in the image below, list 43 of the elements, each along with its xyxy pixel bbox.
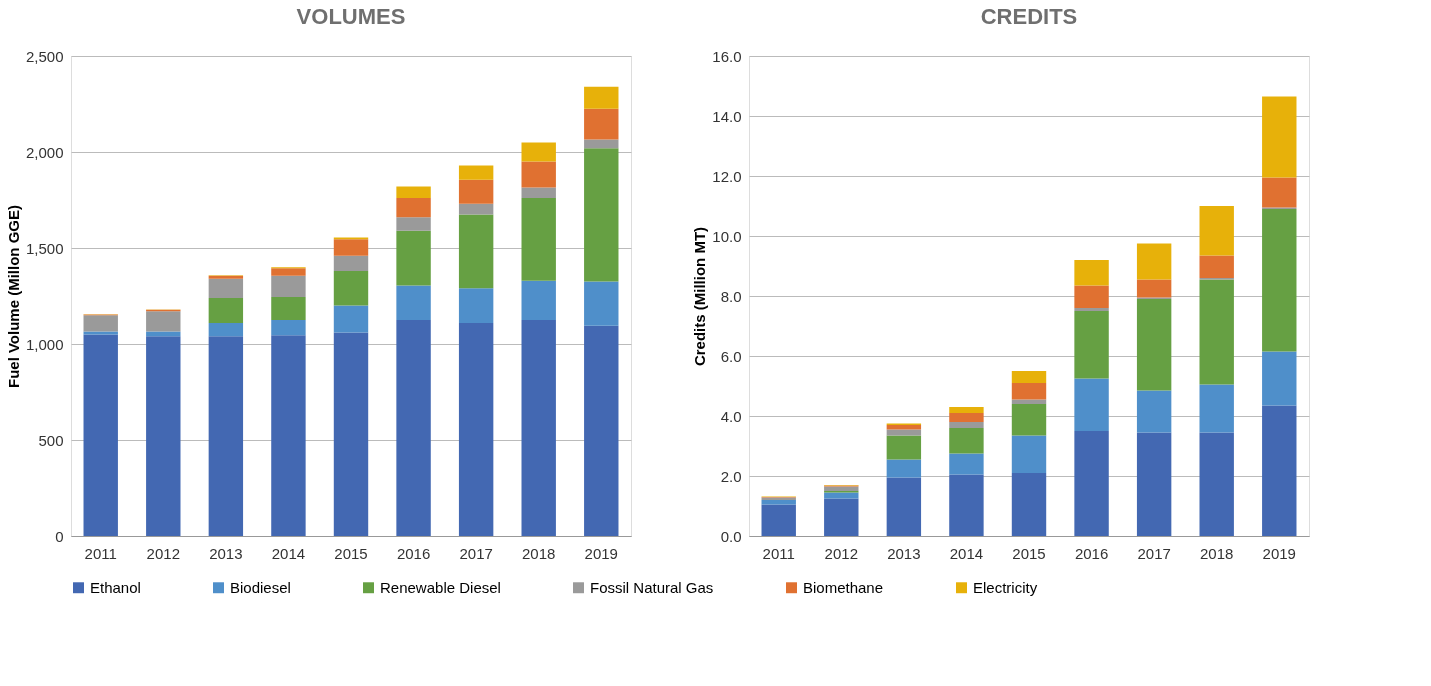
x-tick-label: 2016 [1074, 544, 1109, 562]
legend-label: Electricity [973, 578, 1038, 596]
x-tick-label: 2017 [1137, 544, 1171, 562]
y-tick-label: 8.0 [720, 287, 742, 305]
x-tick-label: 2013 [887, 544, 921, 562]
legend-label: Renewable Diesel [380, 578, 501, 596]
chart-title: CREDITS [980, 4, 1078, 29]
legend-label: Fossil Natural Gas [590, 578, 714, 596]
y-tick-label: 1,000 [25, 335, 64, 353]
y-tick-label: 0.0 [720, 527, 742, 545]
y-tick-label: 0 [55, 527, 64, 545]
y-tick-label: 14.0 [712, 107, 742, 125]
y-tick-label: 6.0 [720, 347, 742, 365]
x-tick-label: 2016 [396, 544, 431, 562]
y-tick-label: 12.0 [712, 167, 742, 185]
x-tick-label: 2014 [271, 544, 306, 562]
x-tick-label: 2014 [949, 544, 984, 562]
y-axis-title: Fuel Volume (Millon GGE) [4, 204, 22, 389]
y-tick-label: 2.0 [720, 467, 742, 485]
y-tick-label: 500 [38, 431, 64, 449]
y-tick-label: 1,500 [25, 239, 64, 257]
legend-label: Biodiesel [230, 578, 291, 596]
x-tick-label: 2018 [522, 544, 556, 562]
y-tick-label: 16.0 [712, 47, 742, 65]
y-tick-label: 10.0 [712, 227, 742, 245]
x-tick-label: 2011 [762, 544, 795, 562]
y-tick-label: 2,500 [25, 47, 64, 65]
x-tick-label: 2013 [209, 544, 243, 562]
y-tick-label: 2,000 [25, 143, 64, 161]
chart-title: VOLUMES [296, 4, 406, 29]
y-tick-label: 4.0 [720, 407, 742, 425]
x-tick-label: 2012 [824, 544, 858, 562]
y-axis-title: Credits (Million MT) [691, 226, 709, 367]
x-tick-label: 2019 [1262, 544, 1296, 562]
x-tick-label: 2015 [1012, 544, 1046, 562]
x-tick-label: 2017 [459, 544, 493, 562]
x-tick-label: 2012 [146, 544, 180, 562]
x-tick-label: 2011 [84, 544, 117, 562]
legend-label: Biomethane [803, 578, 884, 596]
legend-label: Ethanol [90, 578, 141, 596]
x-tick-label: 2018 [1200, 544, 1234, 562]
x-tick-label: 2015 [334, 544, 368, 562]
x-tick-label: 2019 [584, 544, 618, 562]
